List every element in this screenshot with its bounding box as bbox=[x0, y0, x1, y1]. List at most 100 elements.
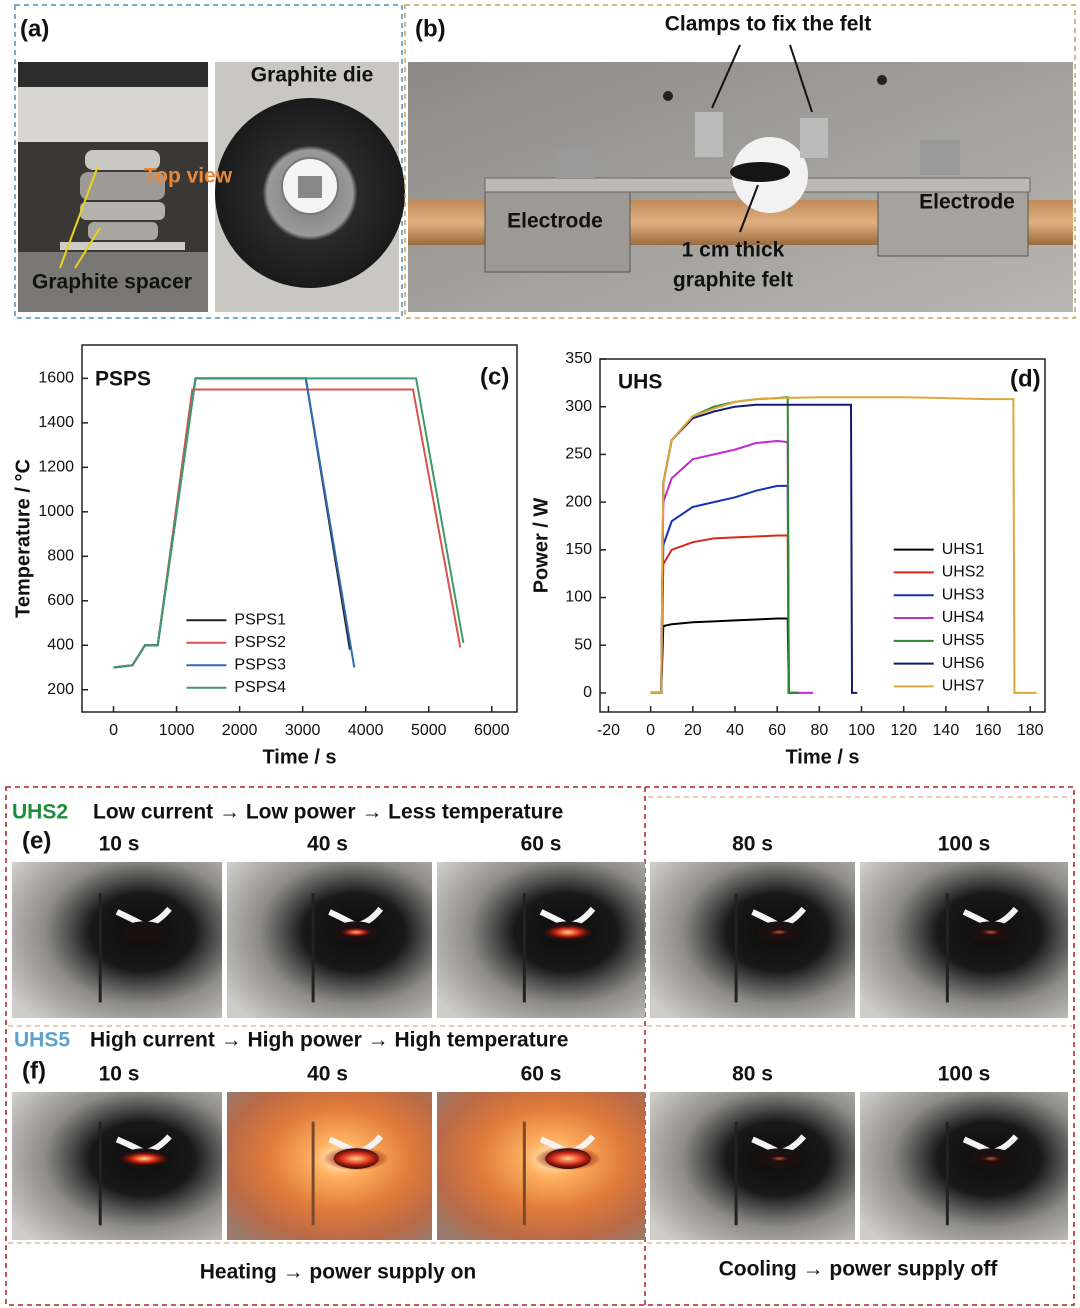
time-label: 40 s bbox=[307, 833, 348, 856]
data-line bbox=[113, 388, 462, 669]
time-label: 10 s bbox=[99, 1063, 140, 1086]
photo bbox=[12, 1092, 222, 1240]
time-label: 80 s bbox=[732, 833, 773, 856]
photo-graphite-die bbox=[215, 62, 405, 312]
legend-label: PSPS1 bbox=[234, 611, 286, 628]
photo-label: Electrode bbox=[919, 191, 1015, 214]
panel-ef-frames bbox=[5, 786, 1075, 1306]
legend-label: PSPS2 bbox=[234, 634, 286, 651]
legend-label: PSPS4 bbox=[234, 679, 286, 696]
x-axis-label: Time / s bbox=[785, 746, 859, 768]
panel-label: (e) bbox=[22, 827, 51, 854]
panel-label: (b) bbox=[415, 15, 446, 42]
photo-label: Clamps to fix the felt bbox=[665, 13, 872, 36]
data-line bbox=[650, 534, 799, 694]
photo-furnace bbox=[18, 62, 208, 312]
y-axis-label: Power / W bbox=[530, 498, 552, 594]
photo bbox=[650, 862, 855, 1018]
x-tick-label: 160 bbox=[975, 722, 1002, 739]
x-tick-label: 180 bbox=[1017, 722, 1044, 739]
photo-label: 1 cm thick bbox=[682, 239, 785, 262]
photo-label: Top view bbox=[144, 165, 233, 188]
x-tick-label: -20 bbox=[597, 722, 620, 739]
panel-label: (a) bbox=[20, 15, 49, 42]
x-tick-label: 100 bbox=[848, 722, 875, 739]
legend-label: PSPS3 bbox=[234, 656, 286, 673]
y-axis-label: Temperature / °C bbox=[12, 459, 34, 618]
time-label: 100 s bbox=[938, 1063, 991, 1086]
x-tick-label: 20 bbox=[684, 722, 702, 739]
legend-label: UHS3 bbox=[942, 586, 985, 603]
sample-glow bbox=[119, 1151, 170, 1166]
y-tick-label: 1400 bbox=[38, 414, 74, 431]
y-tick-label: 0 bbox=[583, 684, 592, 701]
data-line bbox=[650, 396, 1037, 694]
x-axis-label: Time / s bbox=[262, 746, 336, 768]
legend-label: UHS7 bbox=[942, 678, 985, 695]
sample-glow bbox=[980, 929, 1002, 936]
data-line bbox=[650, 403, 858, 694]
x-tick-label: 2000 bbox=[222, 722, 258, 739]
x-tick-label: 1000 bbox=[159, 722, 195, 739]
time-label: 10 s bbox=[99, 833, 140, 856]
time-label: 60 s bbox=[521, 833, 562, 856]
photo bbox=[12, 862, 222, 1018]
y-tick-label: 100 bbox=[565, 589, 592, 606]
x-tick-label: 0 bbox=[109, 722, 118, 739]
time-label: 80 s bbox=[732, 1063, 773, 1086]
legend-label: UHS5 bbox=[942, 632, 985, 649]
legend-label: UHS6 bbox=[942, 655, 985, 672]
sample-glow bbox=[339, 927, 373, 937]
legend-label: UHS1 bbox=[942, 541, 985, 558]
y-tick-label: 300 bbox=[565, 398, 592, 415]
x-tick-label: 120 bbox=[890, 722, 917, 739]
legend-label: UHS2 bbox=[942, 564, 985, 581]
x-tick-label: 80 bbox=[810, 722, 828, 739]
data-line bbox=[650, 617, 799, 694]
data-line bbox=[113, 377, 351, 669]
panel-b-frame bbox=[404, 4, 1076, 319]
sample-name: UHS5 bbox=[14, 1029, 70, 1052]
panel-label: (f) bbox=[22, 1057, 46, 1084]
panel-label: (d) bbox=[1010, 365, 1041, 392]
sample-glow bbox=[768, 929, 790, 936]
photo bbox=[437, 862, 645, 1018]
photo-label: Graphite spacer bbox=[32, 271, 192, 294]
x-tick-label: 5000 bbox=[411, 722, 447, 739]
photo bbox=[227, 862, 432, 1018]
chart-title: PSPS bbox=[95, 368, 151, 391]
y-tick-label: 1200 bbox=[38, 459, 74, 476]
legend-label: UHS4 bbox=[942, 609, 985, 626]
x-tick-label: 140 bbox=[933, 722, 960, 739]
sample-glow bbox=[768, 1155, 790, 1162]
sample-glow bbox=[323, 1146, 389, 1171]
sample-glow bbox=[534, 1146, 602, 1171]
photo-setup bbox=[408, 44, 1073, 312]
time-label: 60 s bbox=[521, 1063, 562, 1086]
chart: 0 1000 2000 3000 4000 5000 6000 200 400 600 800 100… bbox=[12, 344, 518, 768]
photo-label: Electrode bbox=[507, 210, 603, 233]
chart-title: UHS bbox=[618, 371, 662, 394]
data-line bbox=[113, 377, 465, 669]
sample-glow bbox=[543, 924, 593, 940]
photo-label: Graphite die bbox=[251, 64, 374, 87]
x-tick-label: 0 bbox=[646, 722, 655, 739]
sample-name: UHS2 bbox=[12, 801, 68, 824]
panel-caption: High current → High power → High tempera… bbox=[90, 1029, 568, 1052]
x-tick-label: 6000 bbox=[474, 722, 510, 739]
y-tick-label: 200 bbox=[565, 493, 592, 510]
y-tick-label: 200 bbox=[47, 681, 74, 698]
time-label: 40 s bbox=[307, 1063, 348, 1086]
y-tick-label: 250 bbox=[565, 446, 592, 463]
y-tick-label: 600 bbox=[47, 592, 74, 609]
photo bbox=[437, 1092, 645, 1240]
plot-frame bbox=[81, 344, 518, 713]
x-tick-label: 40 bbox=[726, 722, 744, 739]
y-tick-label: 800 bbox=[47, 548, 74, 565]
x-tick-label: 60 bbox=[768, 722, 786, 739]
time-label: 100 s bbox=[938, 833, 991, 856]
photo bbox=[650, 1092, 855, 1240]
plot-frame bbox=[599, 358, 1046, 713]
footer-caption: Heating → power supply on bbox=[200, 1261, 477, 1284]
